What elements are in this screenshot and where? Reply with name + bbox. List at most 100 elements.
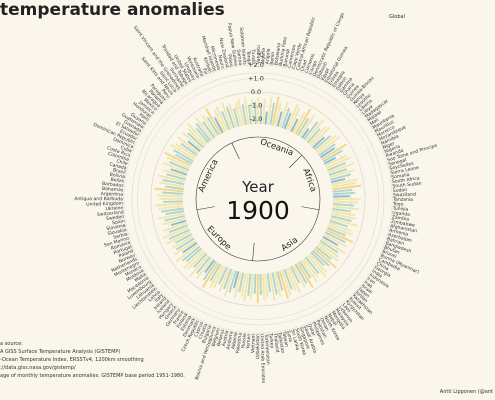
country-label: Zimbabwe	[391, 219, 416, 229]
country-bar	[234, 102, 243, 127]
country-bar	[312, 136, 325, 149]
country-bar	[269, 272, 276, 301]
country-bar	[302, 258, 319, 279]
country-bar	[330, 215, 352, 222]
scale-unit: °C	[256, 52, 263, 59]
country-label: Palau	[226, 54, 234, 67]
country-bar	[204, 259, 215, 274]
country-bar	[266, 273, 271, 292]
country-bar	[154, 187, 184, 193]
country-bar	[241, 103, 247, 126]
country-bar	[202, 260, 217, 281]
country-label: Somalia	[391, 172, 410, 181]
country-bar	[173, 149, 194, 163]
country-label: Albania	[230, 332, 239, 350]
country-bar	[331, 178, 358, 186]
country-bar	[310, 126, 331, 147]
country-bar	[328, 168, 347, 176]
country-bar	[324, 231, 346, 244]
country-bar	[321, 237, 346, 255]
country-label: Palestina	[235, 332, 244, 353]
country-label: Vanuatu	[256, 45, 262, 64]
country-label: Tuvalu	[250, 48, 256, 64]
country-bar	[324, 154, 348, 167]
country-label: Iran	[366, 276, 377, 286]
country-bar	[332, 200, 359, 204]
scale-tick-label: 0.0	[251, 88, 261, 96]
country-bar	[318, 242, 339, 258]
country-bar	[290, 265, 300, 284]
country-bar	[327, 162, 355, 174]
country-bar	[185, 247, 203, 263]
country-bar	[240, 272, 247, 297]
country-bar	[158, 205, 184, 210]
country-bar	[326, 226, 346, 237]
country-label: Thailand	[272, 332, 281, 353]
country-label: Antigua and Barbuda	[74, 196, 123, 202]
scale-labels: °C +2.0 +1.0 0.0 -1.0 -2.0	[248, 52, 264, 123]
country-bar	[175, 237, 195, 251]
country-bar	[323, 233, 347, 248]
country-bar	[168, 228, 191, 240]
country-bar	[158, 212, 185, 220]
country-bar	[327, 224, 354, 236]
country-bar	[165, 185, 184, 190]
country-bar	[276, 111, 283, 127]
country-bar	[315, 134, 337, 153]
country-bar	[323, 156, 337, 165]
country-bar	[170, 143, 195, 161]
outer-ring	[131, 72, 385, 326]
country-bar	[313, 135, 332, 151]
country-bar	[331, 182, 356, 188]
country-bar	[171, 235, 194, 250]
country-bar	[162, 226, 190, 240]
country-bar	[247, 104, 252, 125]
country-label: Bhutan	[383, 244, 401, 255]
country-bar	[157, 174, 186, 183]
country-bar	[187, 123, 208, 145]
country-bar	[326, 162, 346, 172]
region-separator	[231, 142, 240, 160]
country-label: Solomon Islands	[238, 27, 248, 66]
country-label: Fiji	[201, 68, 209, 76]
country-bar	[213, 117, 224, 134]
country-label: Turkey	[267, 332, 275, 349]
global-label: Global	[389, 14, 405, 20]
country-label: Switzerland	[97, 209, 124, 218]
country-bar	[223, 268, 233, 290]
country-bar	[162, 178, 185, 186]
country-label: Burundi	[282, 49, 291, 68]
country-label: Samoa	[235, 49, 243, 66]
country-bar	[221, 111, 231, 131]
country-bar	[285, 267, 297, 291]
country-label: Italy	[154, 292, 165, 303]
country-label: Peru	[160, 88, 171, 100]
country-bars	[154, 96, 362, 304]
country-bar	[319, 147, 336, 159]
center-year-value: 1900	[226, 196, 290, 225]
country-bar	[318, 143, 336, 157]
country-bar	[294, 108, 312, 135]
country-bar	[273, 271, 282, 297]
country-label: Seychelles	[389, 161, 415, 172]
country-bar	[155, 202, 184, 207]
country-bar	[228, 270, 237, 293]
country-bar	[304, 118, 325, 142]
country-label: Tonga	[245, 50, 252, 65]
country-bar	[195, 122, 212, 142]
country-label: Croatia	[197, 322, 209, 340]
country-bar	[330, 177, 346, 184]
country-bar	[175, 233, 193, 244]
region-separator	[288, 154, 303, 169]
country-label: Uzbekistan	[255, 334, 261, 359]
country-bar	[162, 191, 184, 195]
country-label: Tanzania	[392, 197, 413, 203]
country-label: Barbados	[102, 181, 125, 189]
country-bar	[331, 210, 356, 217]
country-bar	[202, 121, 216, 139]
center-hub: Year 1900	[214, 155, 302, 243]
country-bar	[182, 241, 198, 254]
country-bar	[187, 140, 201, 153]
country-label: Belarus	[216, 328, 226, 347]
